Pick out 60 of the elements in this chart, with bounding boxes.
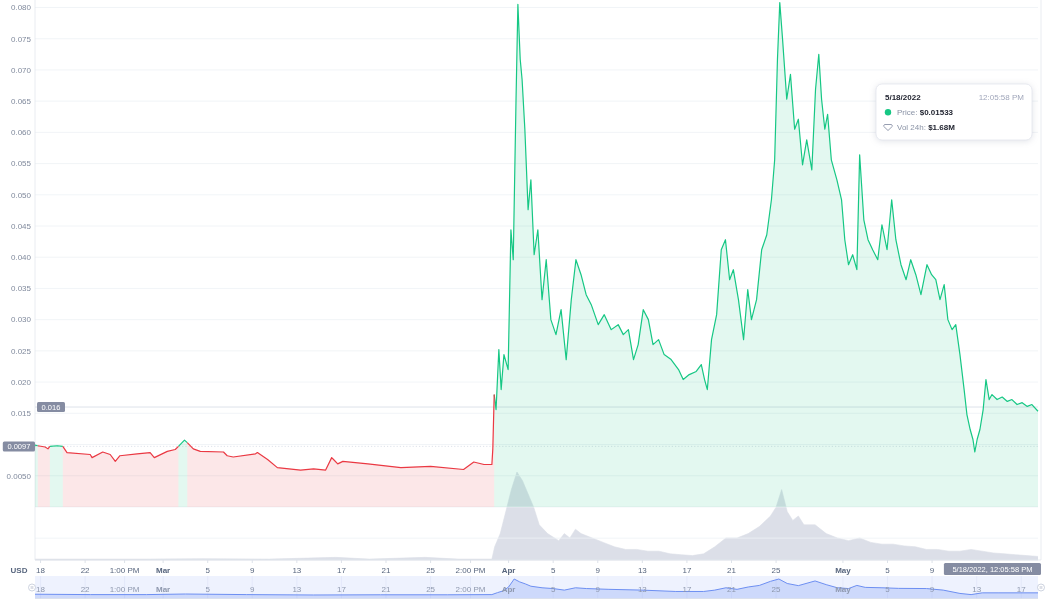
x-tick-label: 22 <box>80 566 91 575</box>
y-tick-label: 0.040 <box>10 253 32 263</box>
y-axis-title: USD <box>10 566 28 575</box>
y-tick-label: 0.065 <box>10 96 32 106</box>
y-tick-label: 0.075 <box>10 34 32 44</box>
x-tick-label: 17 <box>1016 584 1027 594</box>
x-tick-label: 1:00 PM <box>109 566 140 575</box>
x-tick-label: May <box>835 566 852 575</box>
x-tick-label: 21 <box>727 566 737 575</box>
x-tick-label: 18 <box>36 566 46 575</box>
y-tick-label: 0.060 <box>10 128 32 138</box>
x-tick-label: 18 <box>36 584 46 594</box>
x-tick-label: 21 <box>727 584 737 594</box>
annotation: 5/18/2022 <box>885 93 922 102</box>
x-tick-label: 13 <box>637 584 648 594</box>
y-tick-label: 0.025 <box>10 346 32 356</box>
y-tick-label: 0.030 <box>10 315 32 325</box>
x-tick-label: 5 <box>550 566 556 575</box>
y-tick-label: 0.045 <box>10 221 32 231</box>
x-tick-label: 22 <box>80 584 91 594</box>
x-tick-label: 21 <box>381 584 392 594</box>
x-tick-label: Apr <box>501 566 516 575</box>
annotation: Price: $0.01533 <box>897 108 954 117</box>
x-tick-label: 5 <box>885 566 891 575</box>
x-tick-label: 1:00 PM <box>109 584 140 594</box>
x-tick-label: Apr <box>501 584 516 594</box>
x-tick-label: 5 <box>205 566 211 575</box>
y-tick-label: 0.0050 <box>6 471 32 481</box>
x-tick-label: 9 <box>929 566 935 575</box>
x-tick-label: Mar <box>156 566 171 575</box>
y-tick-label: 0.035 <box>10 284 32 294</box>
x-tick-label: 13 <box>292 584 302 594</box>
x-tick-label: 25 <box>771 566 782 575</box>
y-tick-label: 0.080 <box>10 3 32 13</box>
x-tick-label: 13 <box>637 566 648 575</box>
x-tick-label: 17 <box>336 584 347 594</box>
x-tick-label: 2:00 PM <box>455 584 486 594</box>
x-tick-label: 25 <box>771 584 782 594</box>
x-tick-label: 9 <box>250 584 256 594</box>
x-tick-label: 5 <box>885 584 891 594</box>
x-tick-label: 9 <box>250 566 256 575</box>
y-tick-label: 0.020 <box>10 377 32 387</box>
x-tick-label: 2:00 PM <box>455 566 486 575</box>
y-tick-label: 0.050 <box>10 190 32 200</box>
x-tick-label: 25 <box>426 584 436 594</box>
x-tick-label: 9 <box>595 566 601 575</box>
x-tick-label: 5 <box>550 584 556 594</box>
y-tick-label: 0.055 <box>10 159 32 169</box>
x-tick-label: 13 <box>292 566 302 575</box>
y-tick-label: 0.070 <box>10 65 32 75</box>
x-tick-label: 25 <box>426 566 436 575</box>
annotation: Vol 24h: $1.68M <box>897 123 956 132</box>
x-tick-label: 13 <box>972 584 982 594</box>
annotation: 12:05:58 PM <box>978 93 1025 102</box>
x-tick-label: Mar <box>156 584 171 594</box>
x-tick-label: 17 <box>682 566 692 575</box>
x-tick-label: 21 <box>381 566 392 575</box>
x-tick-label: 17 <box>336 566 347 575</box>
x-tick-label: 5 <box>205 584 211 594</box>
y-tick-label: 0.015 <box>10 409 32 419</box>
